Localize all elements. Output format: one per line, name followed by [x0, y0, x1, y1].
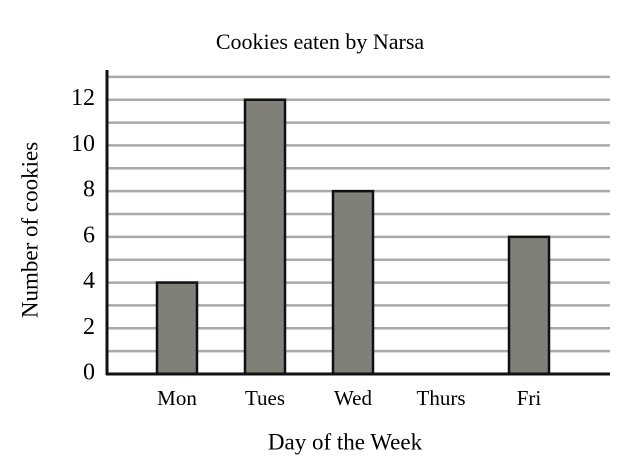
y-tick-label: 12 [71, 85, 95, 111]
bar [243, 98, 287, 376]
bar [507, 235, 551, 376]
y-tick-label: 0 [83, 360, 95, 386]
y-tick-label: 2 [83, 314, 95, 340]
x-tick-label: Mon [157, 386, 197, 410]
y-axis-label: Number of cookies [17, 142, 42, 318]
x-tick-label: Tues [245, 386, 285, 410]
bar [155, 281, 199, 376]
x-axis-label: Day of the Week [268, 429, 423, 454]
x-tick-label: Thurs [417, 386, 466, 410]
y-tick-label: 10 [71, 131, 95, 157]
x-tick-label: Wed [334, 386, 372, 410]
y-tick-label: 4 [83, 268, 95, 294]
bar [331, 189, 375, 376]
chart-title: Cookies eaten by Narsa [216, 29, 425, 54]
y-tick-label: 6 [83, 222, 95, 248]
y-tick-label: 8 [83, 177, 95, 203]
x-tick-label: Fri [517, 386, 542, 410]
